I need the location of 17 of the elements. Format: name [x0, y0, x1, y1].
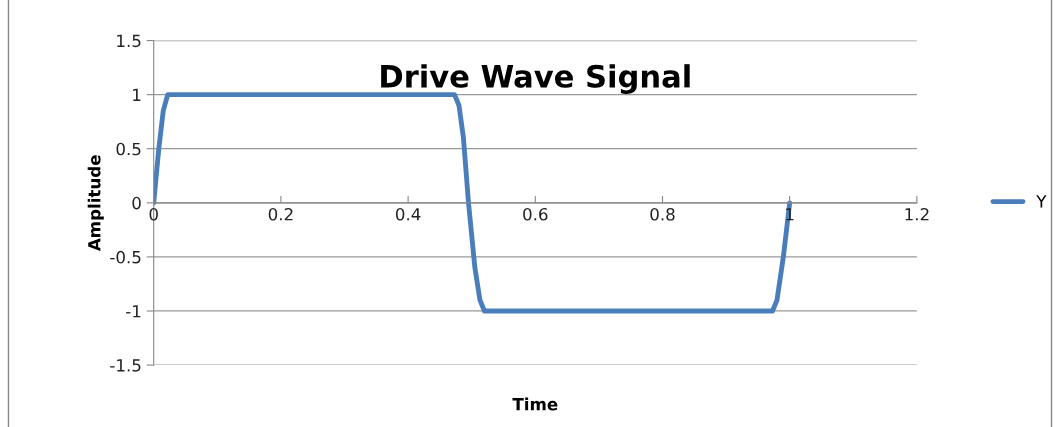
- x-tick-label: 0.6: [523, 207, 548, 221]
- y-tick-label: 0.5: [116, 142, 141, 156]
- x-tick-label: 0: [149, 207, 158, 221]
- x-tick-label: 0.8: [650, 207, 675, 221]
- y-tick-label: -1.5: [110, 359, 141, 372]
- y-tick-label: 1: [133, 88, 141, 101]
- x-tick-label: 0.4: [395, 207, 421, 221]
- y-tick-label: -0.5: [110, 250, 141, 264]
- x-tick-label: 1.2: [905, 207, 929, 221]
- legend-label: Y: [1036, 195, 1047, 208]
- y-axis-title: Amplitude: [87, 155, 104, 252]
- x-axis-title: Time: [512, 397, 558, 411]
- y-tick-label: 1.5: [117, 34, 141, 48]
- x-tick-label: 0.2: [268, 207, 293, 221]
- y-tick-label: 0: [132, 196, 141, 210]
- y-tick-label: -1: [126, 305, 141, 318]
- text: Drive Wave Signal: [381, 64, 690, 94]
